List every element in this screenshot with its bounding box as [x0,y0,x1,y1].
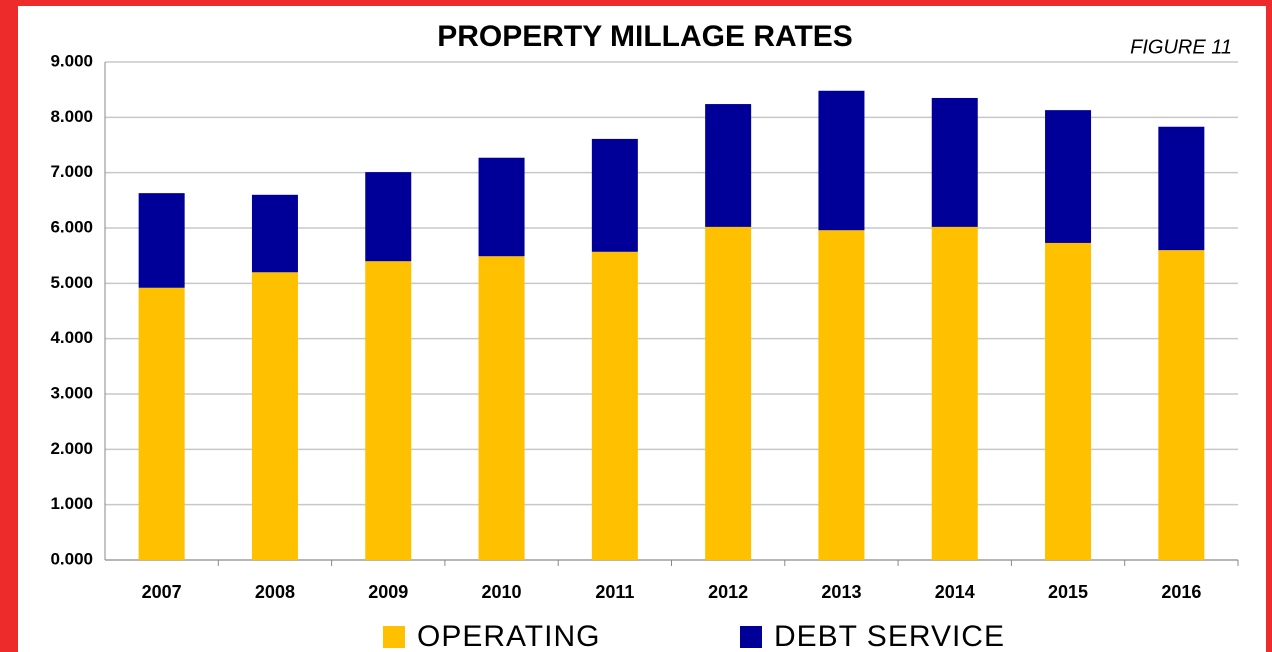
legend-swatch [740,626,762,648]
bar-segment [818,230,865,561]
bar-segment [251,272,298,560]
y-tick-label: 4.000 [50,328,93,347]
x-tick-label: 2010 [482,582,522,602]
bar-segment [818,90,865,231]
bar-segment [365,172,412,262]
x-tick-label: 2014 [935,582,975,602]
legend-swatch [383,626,405,648]
bar-segment [705,104,752,227]
y-tick-label: 3.000 [50,383,93,402]
bar-segment [251,194,298,273]
y-tick-label: 5.000 [50,273,93,292]
bar-segment [365,261,412,560]
x-tick-label: 2015 [1048,582,1088,602]
y-tick-label: 6.000 [50,217,93,236]
legend-label: OPERATING [417,620,600,652]
legend-label: DEBT SERVICE [774,620,1005,652]
x-tick-label: 2007 [142,582,182,602]
bar-segment [931,97,978,227]
bar-segment [1045,242,1092,560]
x-tick-label: 2011 [595,582,634,602]
bar-segment [591,251,638,560]
bar-segment [1158,126,1205,251]
bar-segment [931,226,978,561]
y-tick-label: 8.000 [50,107,93,126]
bar-segment [705,226,752,561]
x-tick-label: 2009 [368,582,408,602]
y-tick-label: 7.000 [50,162,93,181]
bar-segment [138,287,185,560]
x-tick-label: 2016 [1161,582,1201,602]
bar-segment [591,138,638,252]
bar-segment [478,256,525,560]
y-tick-label: 0.000 [50,549,93,568]
bar-segment [138,193,185,288]
y-tick-label: 2.000 [50,439,93,458]
bar-segment [1158,250,1205,560]
figure-label: FIGURE 11 [1130,36,1232,58]
y-tick-label: 9.000 [50,51,93,70]
x-tick-label: 2008 [255,582,295,602]
chart-title: PROPERTY MILLAGE RATES [437,20,853,53]
bar-segment [1045,110,1092,243]
x-tick-label: 2013 [821,582,861,602]
y-tick-label: 1.000 [50,494,93,513]
x-tick-label: 2012 [708,582,748,602]
bar-segment [478,157,525,257]
